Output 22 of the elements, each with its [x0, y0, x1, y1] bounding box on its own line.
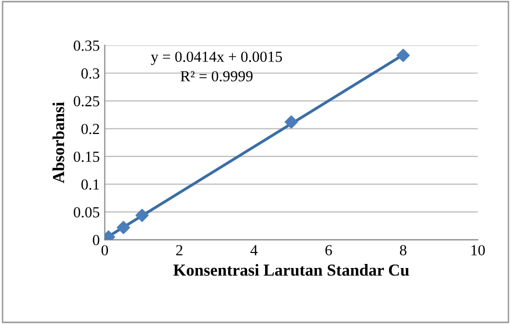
x-tick-label: 4	[250, 245, 258, 256]
x-tick-label: 8	[400, 245, 406, 256]
point	[135, 208, 149, 222]
y-tick-label: 0.25	[74, 96, 100, 106]
y-tick-label: 0.15	[74, 152, 100, 162]
x-tick-label: 0	[102, 245, 108, 256]
y-tick-label: 0.2	[81, 124, 100, 134]
y-tick-label: 0.3	[81, 68, 100, 79]
y-tick-label: 0	[92, 234, 100, 246]
x-tick-label: 10	[471, 245, 485, 256]
point	[396, 48, 410, 62]
x-tick-label: 6	[325, 245, 332, 256]
annotation: y = 0.0414x + 0.0015	[150, 52, 282, 66]
x-axis-title: Konsentrasi Larutan Standar Cu	[173, 264, 409, 276]
y-tick-label: 0.1	[81, 179, 99, 190]
y-axis-title: Absorbansi	[52, 102, 64, 184]
annotation: R² = 0.9999	[180, 71, 253, 82]
y-tick-label: 0.05	[74, 207, 100, 218]
point	[284, 115, 298, 129]
y-tick-label: 0.35	[74, 40, 100, 51]
x-tick-label: 2	[176, 245, 182, 256]
point	[116, 220, 130, 234]
